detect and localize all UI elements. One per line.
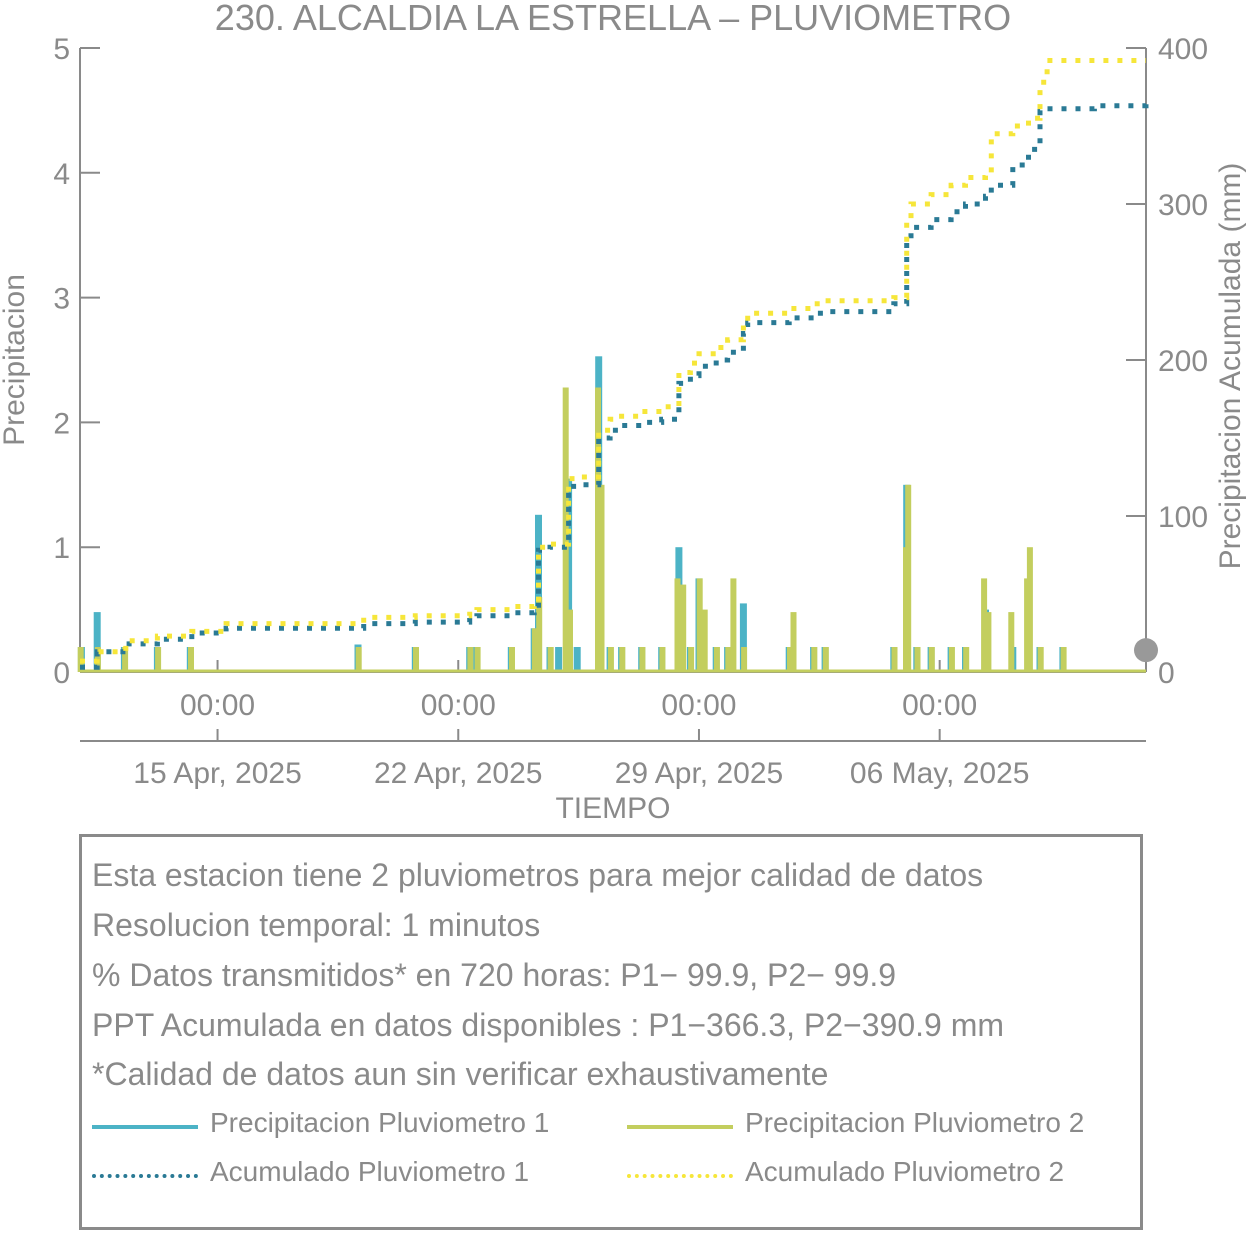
legend-label-p1: Precipitacion Pluviometro 1 — [210, 1107, 550, 1138]
bar-pluviometro-2 — [790, 612, 797, 672]
bar-pluviometro-2 — [595, 387, 601, 672]
bar-pluviometro-2 — [696, 578, 703, 672]
bar-pluviometro-2 — [680, 584, 687, 672]
bar-pluviometro-2 — [948, 647, 955, 672]
bar-pluviometro-1 — [555, 647, 563, 672]
y2-tick-label: 200 — [1158, 345, 1208, 378]
x-tick-label-time: 00:00 — [661, 689, 736, 722]
x-tick-label-date: 15 Apr, 2025 — [133, 757, 302, 790]
bar-pluviometro-2 — [811, 647, 818, 672]
info-line-stations: Esta estacion tiene 2 pluviometros para … — [92, 857, 984, 893]
y-tick-label: 2 — [53, 407, 70, 440]
precipitation-chart: 230. ALCALDIA LA ESTRELLA – PLUVIOMETRO … — [0, 0, 1247, 825]
y2-tick-label: 100 — [1158, 501, 1208, 534]
bar-pluviometro-2 — [891, 647, 898, 672]
legend-label-p2: Precipitacion Pluviometro 2 — [745, 1107, 1085, 1138]
bar-pluviometro-2 — [730, 578, 737, 672]
chart-title: 230. ALCALDIA LA ESTRELLA – PLUVIOMETRO — [215, 0, 1011, 38]
info-box: Esta estacion tiene 2 pluviometros para … — [79, 834, 1143, 1230]
bar-pluviometro-2 — [659, 647, 666, 672]
bar-pluviometro-2 — [713, 647, 720, 672]
bar-pluviometro-2 — [188, 647, 194, 672]
info-line-resolution: Resolucion temporal: 1 minutos — [92, 907, 541, 943]
bar-pluviometro-2 — [607, 647, 614, 672]
bar-pluviometro-2 — [1060, 647, 1067, 672]
bar-pluviometro-1 — [739, 603, 747, 672]
legend-label-acc1: Acumulado Pluviometro 1 — [210, 1156, 530, 1187]
bar-pluviometro-2 — [1037, 647, 1044, 672]
info-line-quality: *Calidad de datos aun sin verificar exha… — [92, 1056, 829, 1092]
cumulative-line-pluviometro-2 — [80, 58, 1146, 664]
bar-pluviometro-2 — [547, 647, 554, 672]
x-tick-label-time: 00:00 — [180, 689, 255, 722]
legend-swatch-acc2 — [627, 1174, 733, 1178]
x-axis-label: TIEMPO — [555, 792, 670, 825]
precipitation-bars — [77, 356, 1146, 673]
bar-pluviometro-2 — [536, 597, 543, 672]
y2-tick-label: 300 — [1158, 189, 1208, 222]
x-tick-label-time: 00:00 — [902, 689, 977, 722]
bar-pluviometro-2 — [725, 647, 732, 672]
x-tick-label-date: 22 Apr, 2025 — [374, 757, 543, 790]
bar-pluviometro-2 — [1008, 612, 1015, 672]
bar-pluviometro-2 — [1026, 547, 1033, 672]
y-tick-label: 4 — [53, 158, 70, 191]
bar-pluviometro-2 — [598, 484, 605, 672]
bar-pluviometro-2 — [688, 647, 695, 672]
bar-pluviometro-2 — [787, 647, 793, 672]
bar-pluviometro-2 — [122, 647, 129, 672]
bar-pluviometro-2 — [822, 647, 829, 672]
bar-pluviometro-2 — [928, 647, 935, 672]
bar-pluviometro-2 — [155, 647, 162, 672]
bar-pluviometro-2 — [985, 612, 992, 672]
info-line-accumulated: PPT Acumulada en datos disponibles : P1−… — [92, 1007, 1004, 1043]
cumulative-line-pluviometro-1 — [80, 100, 1149, 670]
y-tick-label: 1 — [53, 532, 70, 565]
x-tick-label-date: 29 Apr, 2025 — [615, 757, 784, 790]
y2-tick-label: 0 — [1158, 657, 1175, 690]
bar-pluviometro-1 — [93, 612, 101, 672]
y2-axis-label: Precipitacion Acumulada (mm) — [1214, 163, 1247, 570]
y-tick-label: 0 — [53, 657, 70, 690]
x-tick-label-date: 06 May, 2025 — [850, 757, 1030, 790]
end-marker — [1134, 638, 1158, 663]
legend-swatch-p2 — [627, 1125, 733, 1129]
bar-pluviometro-2 — [741, 647, 748, 672]
legend-swatch-p1 — [92, 1125, 198, 1129]
bar-pluviometro-2 — [639, 647, 646, 672]
tick-labels: 0 1 2 3 4 5 0 100 200 300 400 00:00 00:00 00:00 00:00 1… — [53, 33, 1208, 790]
bar-pluviometro-2 — [674, 578, 681, 672]
bar-pluviometro-2 — [567, 609, 573, 672]
bar-pluviometro-2 — [619, 647, 626, 672]
bar-pluviometro-2 — [701, 609, 708, 672]
bar-pluviometro-2 — [467, 647, 474, 672]
bar-pluviometro-2 — [355, 647, 362, 672]
bar-pluviometro-2 — [531, 628, 538, 672]
y-axis-label: Precipitacion — [0, 274, 31, 446]
bar-pluviometro-1 — [573, 647, 581, 672]
bar-pluviometro-2 — [914, 647, 921, 672]
bar-pluviometro-2 — [905, 484, 912, 672]
y-tick-label: 5 — [53, 33, 70, 66]
y-tick-label: 3 — [53, 283, 70, 316]
bar-pluviometro-2 — [413, 647, 419, 672]
bar-pluviometro-2 — [981, 578, 988, 672]
legend-swatch-acc1 — [92, 1174, 198, 1178]
bar-pluviometro-2 — [474, 647, 481, 672]
cumulative-lines — [80, 58, 1158, 670]
legend-label-acc2: Acumulado Pluviometro 2 — [745, 1156, 1065, 1187]
x-tick-label-time: 00:00 — [421, 689, 496, 722]
y2-tick-label: 400 — [1158, 33, 1208, 66]
info-line-transmitted: % Datos transmitidos* en 720 horas: P1− … — [92, 957, 897, 993]
bar-pluviometro-2 — [562, 387, 569, 672]
bar-pluviometro-2 — [963, 647, 970, 672]
bar-pluviometro-2 — [509, 647, 515, 672]
